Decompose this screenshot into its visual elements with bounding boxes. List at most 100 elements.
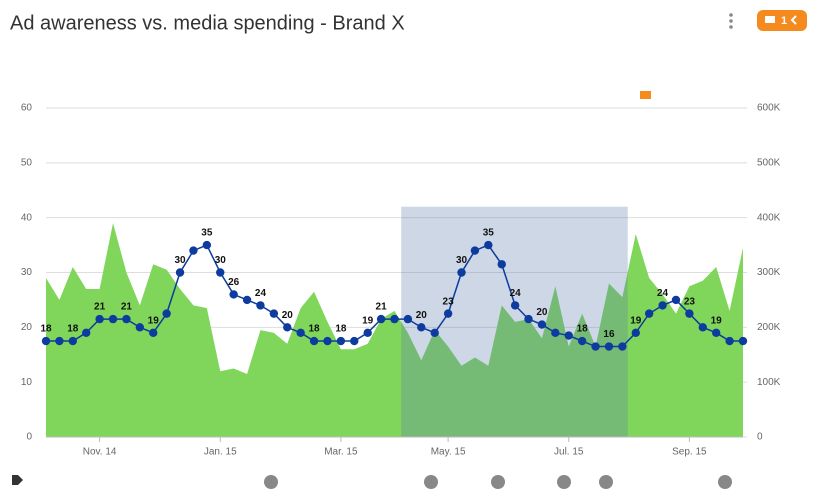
- comment-marker[interactable]: [640, 91, 651, 99]
- bottom-icons: [12, 475, 732, 489]
- x-tick-label: May. 15: [431, 447, 466, 458]
- data-label: 26: [228, 277, 240, 288]
- y2-tick-label: 300K: [757, 267, 781, 278]
- badge-icon: [765, 16, 775, 23]
- point: [604, 342, 614, 351]
- badge-arrow: [790, 15, 797, 25]
- comment-badge[interactable]: 1: [757, 10, 807, 31]
- data-label: 18: [67, 324, 79, 335]
- x-tick-label: Jan. 15: [204, 447, 237, 458]
- gauge-icon[interactable]: [491, 475, 505, 489]
- point: [376, 314, 386, 324]
- data-label: 18: [309, 324, 321, 335]
- point: [68, 336, 78, 346]
- point: [390, 314, 399, 324]
- data-label: 20: [536, 307, 548, 318]
- y2-tick-label: 400K: [757, 212, 781, 223]
- y-tick-label: 60: [21, 103, 33, 114]
- point: [685, 309, 694, 318]
- y-tick-label: 40: [21, 212, 33, 223]
- data-label: 16: [603, 329, 615, 340]
- gauge-icon[interactable]: [424, 475, 438, 489]
- point: [484, 240, 493, 250]
- data-label: 18: [335, 324, 347, 335]
- data-label: 18: [577, 324, 589, 335]
- gauge-icon[interactable]: [557, 475, 571, 489]
- data-label: 20: [416, 310, 428, 321]
- point: [242, 295, 252, 305]
- y-tick-label: 50: [21, 157, 33, 168]
- data-label: 19: [362, 315, 374, 326]
- point: [443, 309, 453, 318]
- data-label: 19: [148, 315, 160, 326]
- y2-tick-label: 600K: [757, 103, 781, 114]
- gauge-icon[interactable]: [599, 475, 613, 489]
- point: [189, 246, 198, 255]
- point: [551, 328, 560, 338]
- point: [55, 336, 64, 346]
- point: [658, 301, 667, 310]
- point: [417, 323, 426, 332]
- data-label: 23: [684, 296, 696, 307]
- highlight-range: [401, 206, 628, 437]
- point: [524, 314, 533, 324]
- point: [95, 314, 104, 324]
- y2-tick-label: 100K: [757, 377, 781, 388]
- area: [46, 223, 743, 437]
- point: [591, 342, 600, 351]
- point: [564, 331, 573, 340]
- point: [497, 260, 506, 269]
- x-tick-label: Nov. 14: [83, 447, 117, 458]
- data-label: 20: [282, 310, 294, 321]
- point: [108, 314, 118, 324]
- point: [470, 246, 480, 255]
- y-tick-label: 20: [21, 322, 33, 333]
- point: [175, 268, 185, 277]
- menu-dot: [729, 19, 733, 23]
- data-label: 21: [376, 302, 388, 313]
- point: [162, 309, 171, 318]
- point: [698, 323, 707, 332]
- point: [631, 328, 640, 338]
- badge-count: 1: [781, 15, 787, 27]
- point: [323, 336, 332, 346]
- point: [229, 290, 238, 299]
- point: [82, 328, 91, 338]
- data-label: 21: [94, 302, 106, 313]
- data-label: 35: [483, 228, 495, 239]
- point: [283, 323, 292, 332]
- point: [269, 309, 279, 318]
- point: [41, 336, 51, 346]
- point: [135, 323, 145, 332]
- plot: 0 10 20 30 40 50 60 0 100K 200K 300K 400K 500K 600K No…: [21, 103, 781, 458]
- x-tick-label: Jul. 15: [554, 447, 584, 458]
- point: [711, 328, 721, 338]
- point: [202, 240, 212, 250]
- y2-tick-label: 500K: [757, 157, 781, 168]
- y-tick-label: 10: [21, 377, 33, 388]
- data-label: 23: [443, 296, 455, 307]
- point: [403, 314, 413, 324]
- y2-tick-label: 200K: [757, 322, 781, 333]
- data-label: 19: [711, 315, 723, 326]
- point: [363, 328, 372, 338]
- tag-icon[interactable]: [12, 475, 23, 485]
- point: [122, 314, 131, 324]
- gauge-icon[interactable]: [718, 475, 732, 489]
- x-tick-label: Sep. 15: [672, 447, 707, 458]
- point: [537, 320, 547, 329]
- point: [336, 336, 346, 346]
- y-tick-label: 30: [21, 267, 33, 278]
- point: [738, 336, 748, 346]
- point: [296, 328, 305, 338]
- point: [216, 268, 225, 277]
- gauge-icon[interactable]: [264, 475, 278, 489]
- data-label: 21: [121, 302, 133, 313]
- menu-button[interactable]: [729, 13, 733, 29]
- data-label: 19: [630, 315, 642, 326]
- data-label: 24: [255, 288, 267, 299]
- point: [149, 328, 158, 338]
- point: [618, 342, 627, 351]
- menu-dot: [729, 25, 733, 29]
